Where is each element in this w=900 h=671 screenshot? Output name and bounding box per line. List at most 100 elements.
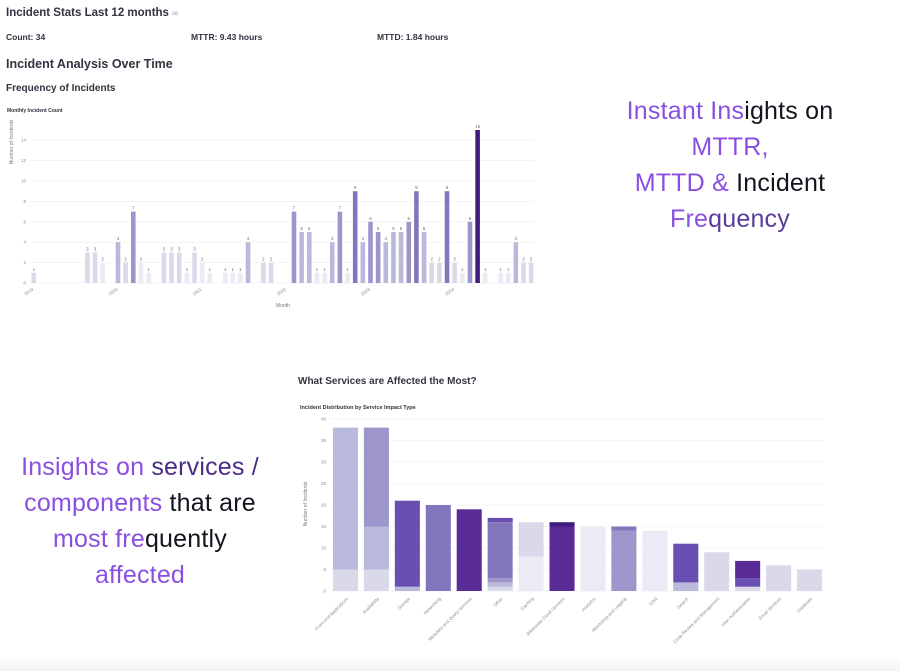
link-icon[interactable]: ∞ bbox=[171, 8, 179, 18]
service-bar-segment[interactable] bbox=[487, 582, 513, 587]
service-bar-segment[interactable] bbox=[673, 543, 699, 583]
service-bar-segment[interactable] bbox=[611, 526, 637, 531]
monthly-bar[interactable] bbox=[329, 242, 335, 283]
monthly-bar[interactable] bbox=[268, 262, 274, 283]
monthly-bar[interactable] bbox=[192, 252, 197, 283]
monthly-bar[interactable] bbox=[513, 242, 519, 283]
monthly-bar[interactable] bbox=[161, 252, 167, 283]
promo1-line1-part-a: Instant Ins bbox=[626, 97, 745, 125]
monthly-bar-label: 2 bbox=[140, 257, 143, 262]
service-bar-segment[interactable] bbox=[673, 582, 699, 591]
service-bar-segment[interactable] bbox=[487, 522, 513, 570]
service-bar-segment[interactable] bbox=[549, 526, 575, 592]
service-x-tick: Storage bbox=[396, 596, 411, 611]
monthly-bar[interactable] bbox=[123, 262, 128, 283]
monthly-bar[interactable] bbox=[85, 252, 90, 283]
monthly-bar[interactable] bbox=[291, 211, 297, 283]
service-bar-segment[interactable] bbox=[735, 560, 761, 579]
monthly-bar-label: 6 bbox=[469, 216, 472, 221]
monthly-bar[interactable] bbox=[199, 262, 205, 283]
monthly-bar[interactable] bbox=[138, 262, 144, 283]
monthly-bar[interactable] bbox=[521, 262, 526, 283]
promo2-line3-part-b: quently bbox=[144, 525, 227, 553]
monthly-bar[interactable] bbox=[460, 272, 465, 283]
monthly-bar[interactable] bbox=[100, 262, 105, 283]
promo2-line2-part-b: that are bbox=[169, 489, 256, 517]
monthly-bar[interactable] bbox=[383, 242, 389, 283]
service-bar-segment[interactable] bbox=[487, 569, 513, 579]
service-bar-segment[interactable] bbox=[363, 526, 389, 570]
monthly-bar[interactable] bbox=[345, 272, 350, 283]
monthly-bar[interactable] bbox=[207, 272, 213, 283]
monthly-bar[interactable] bbox=[360, 242, 366, 283]
monthly-bar[interactable] bbox=[437, 262, 442, 283]
service-bar-segment[interactable] bbox=[611, 530, 637, 591]
monthly-bar-label: 1 bbox=[484, 267, 487, 272]
monthly-bar[interactable] bbox=[467, 221, 473, 283]
monthly-bar[interactable] bbox=[398, 232, 404, 283]
service-bar-segment[interactable] bbox=[766, 565, 792, 591]
monthly-bar[interactable] bbox=[222, 272, 228, 283]
monthly-bar[interactable] bbox=[238, 272, 243, 283]
monthly-bar[interactable] bbox=[421, 232, 427, 283]
monthly-bar[interactable] bbox=[245, 242, 251, 283]
service-bar-segment[interactable] bbox=[580, 526, 606, 592]
monthly-bar[interactable] bbox=[299, 232, 304, 283]
service-bar-segment[interactable] bbox=[704, 552, 730, 591]
monthly-bar[interactable] bbox=[115, 242, 121, 283]
service-bar-segment[interactable] bbox=[332, 569, 358, 592]
service-x-tick: Front-end Applications bbox=[314, 596, 350, 632]
monthly-bar[interactable] bbox=[337, 211, 343, 283]
monthly-bar-label: 1 bbox=[507, 267, 510, 272]
service-bar-segment[interactable] bbox=[394, 586, 420, 591]
monthly-bar[interactable] bbox=[261, 262, 266, 283]
monthly-bar[interactable] bbox=[322, 272, 327, 283]
service-bar-segment[interactable] bbox=[487, 586, 513, 591]
monthly-bar[interactable] bbox=[505, 272, 511, 283]
monthly-x-tick: 2024 bbox=[444, 286, 455, 296]
monthly-bar[interactable] bbox=[184, 272, 190, 283]
monthly-bar[interactable] bbox=[314, 272, 320, 283]
service-x-tick: Database bbox=[796, 596, 814, 614]
monthly-bar[interactable] bbox=[475, 130, 480, 283]
promo1-line4-part-a: Fre bbox=[670, 205, 709, 233]
monthly-bar[interactable] bbox=[306, 232, 312, 283]
monthly-bar[interactable] bbox=[414, 191, 419, 283]
service-bar-segment[interactable] bbox=[518, 556, 544, 591]
monthly-bar[interactable] bbox=[230, 272, 236, 283]
service-bar-segment[interactable] bbox=[549, 522, 575, 527]
service-bar-segment[interactable] bbox=[332, 427, 358, 570]
service-bar-segment[interactable] bbox=[363, 569, 389, 592]
service-bar-segment[interactable] bbox=[363, 427, 389, 527]
monthly-bar[interactable] bbox=[352, 191, 358, 283]
monthly-bar[interactable] bbox=[31, 272, 37, 283]
service-bar-segment[interactable] bbox=[487, 578, 513, 583]
service-bar-segment[interactable] bbox=[456, 509, 482, 591]
monthly-bar[interactable] bbox=[131, 211, 136, 283]
service-bar-segment[interactable] bbox=[394, 500, 420, 587]
monthly-bar[interactable] bbox=[452, 262, 457, 283]
monthly-bar[interactable] bbox=[498, 272, 503, 283]
monthly-bar[interactable] bbox=[429, 262, 434, 283]
monthly-bar[interactable] bbox=[146, 272, 151, 283]
monthly-bar-label: 4 bbox=[385, 236, 388, 241]
monthly-bar[interactable] bbox=[368, 221, 373, 283]
service-bar-segment[interactable] bbox=[518, 522, 544, 557]
monthly-bar[interactable] bbox=[391, 232, 396, 283]
service-bar-segment[interactable] bbox=[642, 530, 668, 591]
monthly-bar[interactable] bbox=[92, 252, 98, 283]
monthly-bar[interactable] bbox=[176, 252, 182, 283]
service-bar-segment[interactable] bbox=[425, 505, 451, 591]
monthly-bar[interactable] bbox=[444, 191, 450, 283]
monthly-bar[interactable] bbox=[169, 252, 174, 283]
monthly-bar[interactable] bbox=[406, 221, 412, 283]
service-bar-segment[interactable] bbox=[735, 586, 761, 591]
monthly-bar-label: 1 bbox=[147, 267, 150, 272]
monthly-bar[interactable] bbox=[375, 232, 381, 283]
service-bar-segment[interactable] bbox=[797, 569, 823, 592]
service-bar-segment[interactable] bbox=[735, 578, 761, 587]
monthly-bar[interactable] bbox=[482, 272, 488, 283]
monthly-bar[interactable] bbox=[528, 262, 534, 283]
service-bar-segment[interactable] bbox=[487, 517, 513, 523]
monthly-bar-label: 7 bbox=[293, 206, 296, 211]
